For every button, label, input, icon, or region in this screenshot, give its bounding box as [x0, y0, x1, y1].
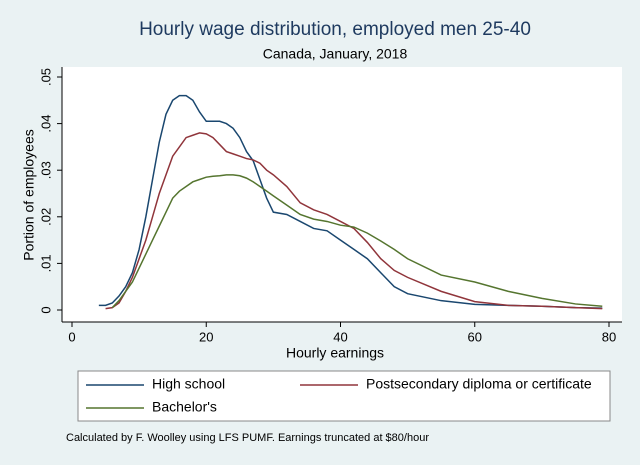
- plot-area: [62, 67, 622, 322]
- y-tick-label: .04: [38, 115, 53, 133]
- y-tick-label: .02: [38, 208, 53, 226]
- line-series: [111, 174, 603, 309]
- line-series: [105, 132, 603, 310]
- x-tick-label: 20: [199, 329, 213, 344]
- x-tick-label: 80: [602, 329, 616, 344]
- legend: [77, 370, 611, 422]
- x-tick-label: 0: [68, 329, 75, 344]
- chart-title: Hourly wage distribution, employed men 2…: [139, 19, 531, 40]
- x-tick-label: 60: [468, 329, 482, 344]
- y-tick-label: 0: [38, 306, 53, 313]
- y-axis-title: Portion of employees: [21, 129, 37, 261]
- legend-label: Bachelor's: [152, 399, 217, 415]
- x-axis-title: Hourly earnings: [286, 345, 384, 361]
- chart-subtitle: Canada, January, 2018: [263, 46, 408, 62]
- y-tick-label: .01: [38, 254, 53, 272]
- legend-label: High school: [152, 376, 225, 392]
- x-tick-label: 40: [333, 329, 347, 344]
- line-series: [98, 94, 603, 309]
- legend-label: Postsecondary diploma or certificate: [366, 376, 592, 392]
- y-tick-label: .05: [38, 68, 53, 86]
- note: Calculated by F. Woolley using LFS PUMF.…: [66, 432, 429, 444]
- y-tick-label: .03: [38, 161, 53, 179]
